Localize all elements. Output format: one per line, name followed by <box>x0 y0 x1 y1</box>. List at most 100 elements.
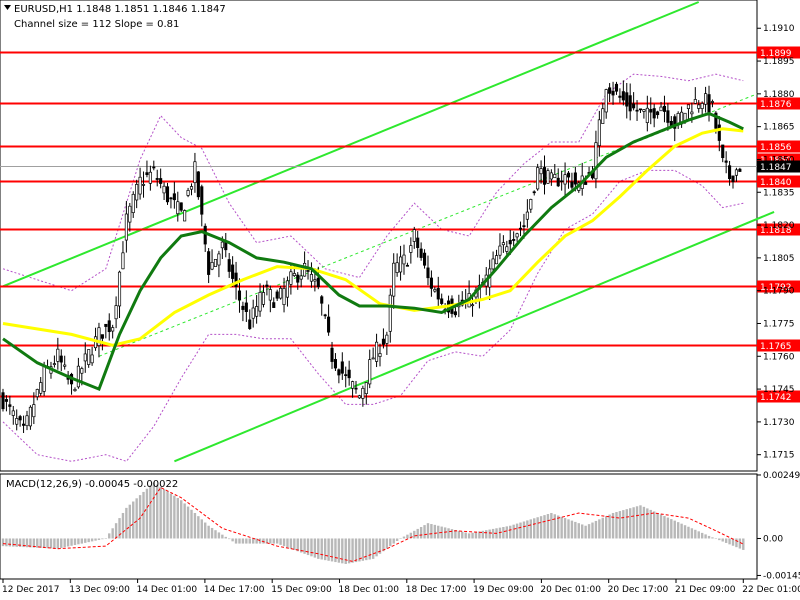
macd-bar <box>361 538 365 561</box>
macd-bar <box>721 538 724 542</box>
candle-body <box>306 270 310 272</box>
macd-bar <box>608 514 611 539</box>
macd-bar <box>567 519 570 539</box>
candle-body <box>721 144 725 159</box>
candle <box>594 130 598 189</box>
candle <box>117 270 122 319</box>
candle <box>416 230 420 258</box>
macd-bar <box>557 515 560 539</box>
macd-bar <box>553 514 556 539</box>
candle <box>717 115 721 152</box>
macd-bar <box>200 519 203 539</box>
candle <box>186 187 190 198</box>
candle-body <box>621 91 625 101</box>
candle-body <box>512 239 516 241</box>
macd-signal-line <box>2 486 744 562</box>
candle-body <box>189 186 194 190</box>
candle <box>179 202 183 212</box>
macd-bar <box>53 538 56 549</box>
macd-bar <box>248 538 251 544</box>
candle <box>18 414 22 427</box>
candle-body <box>423 252 427 266</box>
macd-bar <box>430 524 433 539</box>
candle <box>700 101 704 116</box>
level-label-box <box>757 339 800 352</box>
macd-bar <box>724 538 728 543</box>
macd-bar <box>269 538 272 544</box>
macd-bar <box>450 529 454 539</box>
candle <box>159 168 163 189</box>
candle-body <box>296 274 300 283</box>
level-label-box <box>757 390 800 403</box>
candle-body <box>570 181 574 188</box>
candle-body <box>90 354 94 364</box>
symbol-dropdown-icon[interactable] <box>4 5 11 10</box>
macd-bar <box>635 506 639 539</box>
macd-bar <box>639 505 642 539</box>
macd-bar <box>485 530 488 539</box>
macd-bar <box>214 530 217 539</box>
candle-body <box>210 262 214 270</box>
candle <box>56 337 60 370</box>
candle-body <box>662 105 667 112</box>
macd-bar <box>173 495 176 539</box>
candle-body <box>275 291 279 299</box>
macd-bar <box>642 506 646 539</box>
candle-body <box>258 291 262 312</box>
ma-slow-line <box>2 127 744 347</box>
macd-bar <box>207 525 210 539</box>
level-label-box <box>757 175 800 188</box>
candle <box>546 168 550 184</box>
candle <box>111 324 115 339</box>
candle-body <box>563 174 567 185</box>
candle-body <box>217 253 221 266</box>
macd-bar <box>413 530 416 539</box>
macd-bar <box>649 509 652 539</box>
candle <box>697 100 701 113</box>
candle <box>152 160 156 171</box>
candle-body <box>573 172 577 185</box>
candle <box>255 295 259 324</box>
level-label: 1.1856 <box>760 143 792 153</box>
macd-bar <box>704 534 707 539</box>
x-tick-label: 22 Dec 01:00 <box>742 585 800 595</box>
y-tick-label: 1.1760 <box>763 352 795 362</box>
candle <box>231 256 235 287</box>
candle-body <box>638 108 643 111</box>
candle <box>721 144 725 163</box>
candle <box>299 267 303 288</box>
macd-bar <box>690 528 694 539</box>
candle-body <box>549 172 553 180</box>
macd-bar <box>354 538 358 563</box>
candle-body <box>388 294 392 332</box>
candle-body <box>234 272 238 288</box>
candle <box>693 87 697 105</box>
macd-bar <box>279 538 282 545</box>
candle-body <box>371 357 375 360</box>
channel-upper-line <box>2 1 700 288</box>
macd-bar <box>735 538 738 548</box>
macd-tick-label: -0.00145 <box>763 571 800 581</box>
candle-body <box>399 256 403 273</box>
candle <box>673 114 677 142</box>
macd-bar <box>437 525 440 539</box>
macd-bar <box>303 538 306 554</box>
candle <box>25 410 29 431</box>
candle-body <box>193 161 197 184</box>
macd-bar <box>121 512 125 539</box>
y-tick-label: 1.1745 <box>763 385 795 395</box>
candlesticks <box>1 80 742 433</box>
macd-bar <box>399 538 402 539</box>
candle-body <box>501 242 505 246</box>
macd-bar <box>228 538 231 540</box>
candle <box>213 259 218 267</box>
candle-body <box>138 176 142 195</box>
candle <box>399 245 403 281</box>
candle <box>258 283 262 317</box>
candle-body <box>337 369 341 376</box>
candle-body <box>227 259 231 272</box>
x-tick-label: 12 Dec 2017 <box>2 585 60 595</box>
macd-bar <box>56 538 60 549</box>
candle <box>4 395 8 412</box>
candle <box>333 353 337 371</box>
